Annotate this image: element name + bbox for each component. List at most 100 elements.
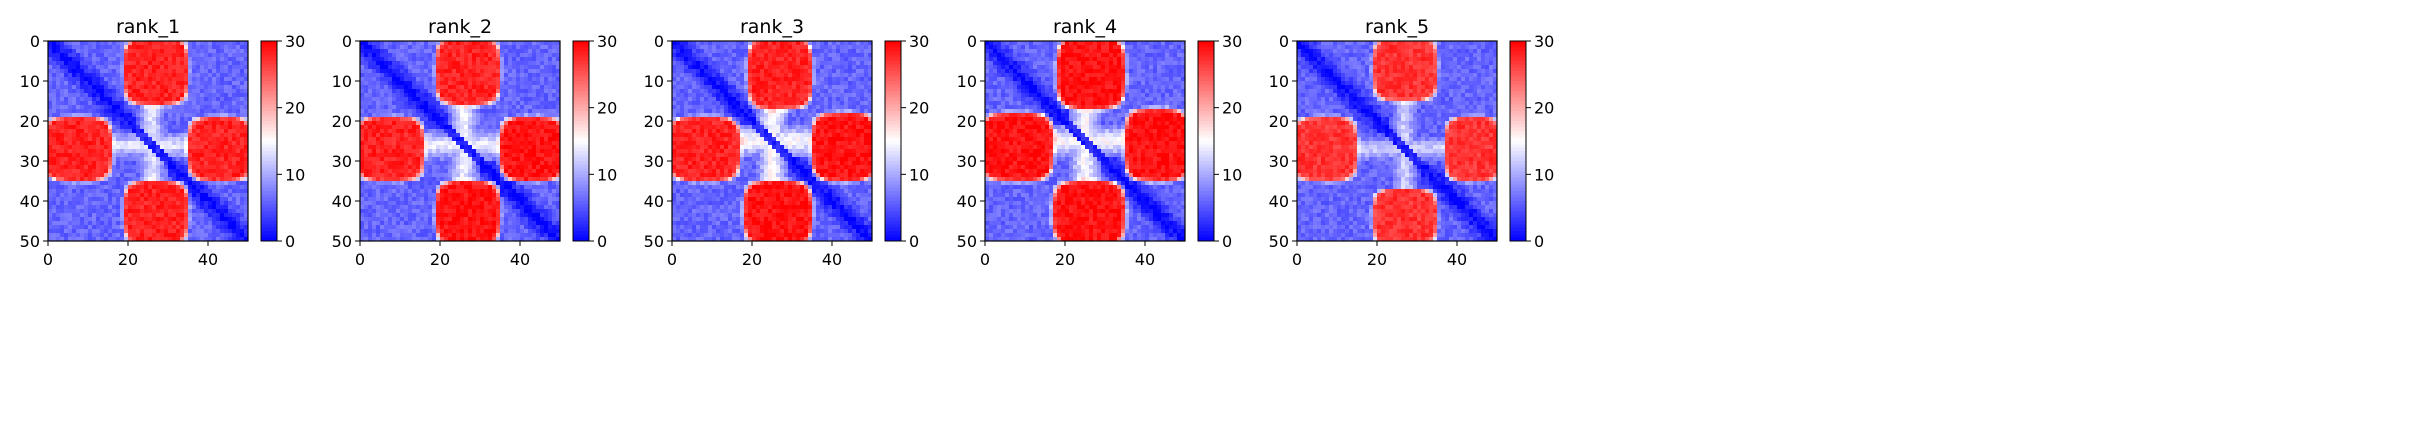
heatmap-cell [60,69,64,73]
heatmap-cell [88,105,92,109]
heatmap-cell [508,177,512,181]
heatmap-cell [52,101,56,105]
heatmap-cell [552,169,556,173]
heatmap-cell [132,61,136,65]
heatmap-cell [176,133,180,137]
heatmap-cell [60,221,64,225]
heatmap-cell [156,217,160,221]
heatmap-cell [232,217,236,221]
heatmap-cell [416,117,420,121]
heatmap-cell [480,185,484,189]
heatmap-cell [140,177,144,181]
heatmap-cell [136,197,140,201]
heatmap-cell [156,149,160,153]
heatmap-cell [132,77,136,81]
heatmap-cell [448,41,452,45]
heatmap-cell [544,205,548,209]
heatmap-cell [128,113,132,117]
heatmap-cell [152,49,156,53]
heatmap-cell [436,197,440,201]
heatmap-cell [216,141,220,145]
heatmap-cell [112,213,116,217]
heatmap-cell [228,221,232,225]
heatmap-cell [48,145,52,149]
heatmap-cell [364,89,368,93]
heatmap-cell [164,189,168,193]
colorbar-segment [261,64,277,68]
heatmap-cell [436,153,440,157]
heatmap-cell [500,209,504,213]
heatmap-cell [64,233,68,237]
heatmap-cell [468,97,472,101]
heatmap-cell [216,129,220,133]
heatmap-cell [228,161,232,165]
heatmap-cell [60,177,64,181]
heatmap-cell [416,169,420,173]
heatmap-cell [72,45,76,49]
heatmap-cell [424,145,428,149]
heatmap-cell [168,185,172,189]
heatmap-cell [148,69,152,73]
heatmap-cell [376,181,380,185]
heatmap-cell [88,141,92,145]
heatmap-cell [92,77,96,81]
heatmap-cell [208,189,212,193]
heatmap-cell [392,205,396,209]
heatmap-cell [448,217,452,221]
heatmap-cell [500,229,504,233]
heatmap-cell [192,133,196,137]
heatmap-cell [412,69,416,73]
heatmap-cell [236,53,240,57]
heatmap-cell [488,229,492,233]
heatmap-cell [456,57,460,61]
heatmap-cell [376,57,380,61]
heatmap-cell [180,85,184,89]
heatmap-cell [88,205,92,209]
heatmap-cell [400,129,404,133]
heatmap-cell [488,221,492,225]
heatmap-cell [504,181,508,185]
heatmap-cell [480,65,484,69]
heatmap-cell [392,197,396,201]
heatmap-cell [140,61,144,65]
heatmap-cell [48,141,52,145]
heatmap-cell [536,209,540,213]
heatmap-cell [512,121,516,125]
heatmap-cell [552,153,556,157]
heatmap-cell [140,129,144,133]
heatmap-cell [72,189,76,193]
heatmap-cell [56,129,60,133]
heatmap-cell [216,121,220,125]
heatmap-cell [52,65,56,69]
heatmap-cell [428,221,432,225]
heatmap-cell [232,89,236,93]
heatmap-cell [144,189,148,193]
heatmap-cell [120,177,124,181]
heatmap-cell [148,77,152,81]
heatmap-cell [96,169,100,173]
heatmap-cell [476,57,480,61]
heatmap-cell [516,61,520,65]
heatmap-cell [372,105,376,109]
heatmap-cell [76,129,80,133]
heatmap-cell [208,149,212,153]
heatmap-cell [364,61,368,65]
heatmap-cell [520,57,524,61]
heatmap-cell [80,57,84,61]
heatmap-cell [464,49,468,53]
heatmap-cell [544,189,548,193]
heatmap-cell [220,149,224,153]
heatmap-cell [492,185,496,189]
heatmap-cell [364,73,368,77]
heatmap-cell [496,133,500,137]
heatmap-cell [532,61,536,65]
heatmap-cell [460,97,464,101]
heatmap-cell [216,165,220,169]
heatmap-cell [428,97,432,101]
heatmap-cell [388,145,392,149]
heatmap-cell [548,105,552,109]
heatmap-cell [80,41,84,45]
heatmap-cell [484,197,488,201]
heatmap-cell [136,169,140,173]
heatmap-cell [520,149,524,153]
